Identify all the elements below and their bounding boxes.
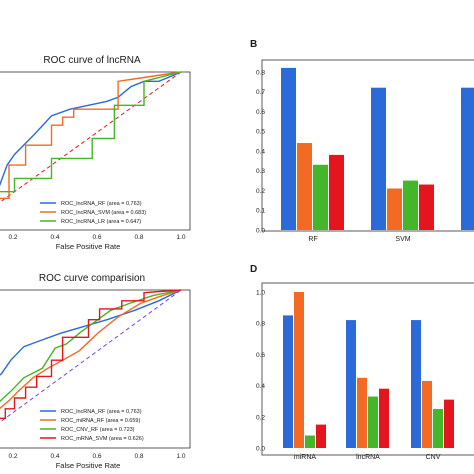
panel-b-label: B	[250, 39, 257, 50]
bar-1-0	[346, 320, 356, 448]
y-tick-label: 0.2	[256, 188, 265, 195]
panel-d-frame	[261, 282, 474, 456]
panel-a-legend-label-rf: ROC_lncRNA_RF (area = 0.763)	[61, 201, 142, 207]
bar-0-1	[294, 292, 304, 448]
panel-d-y-ticks: 0.0 0.2 0.4 0.6 0.8 1.0	[256, 290, 265, 453]
y-tick-label: 0.5	[256, 129, 265, 136]
y-tick-label: 0.2	[256, 414, 265, 421]
panel-d-x-categories: miRNA lncRNA CNV	[294, 454, 441, 461]
bar-2-2	[433, 409, 443, 448]
x-category-label: SVM	[395, 236, 410, 243]
panel-a-xtick: 1.0	[176, 234, 185, 241]
panel-c-x-ticks: 0.2 0.4 0.6 0.8 1.0	[8, 453, 185, 460]
panel-b-plot-area	[281, 67, 474, 230]
bar-1-1	[357, 377, 367, 448]
roc-series-line-3	[0, 289, 182, 419]
x-category-label: RF	[308, 236, 317, 243]
panel-c-xtick: 0.4	[50, 453, 59, 460]
panel-b-x-categories: RF SVM	[308, 236, 410, 243]
panel-c-xtick: 0.6	[92, 453, 101, 460]
bar-2-3	[444, 399, 454, 448]
panel-a-plot-area	[0, 71, 182, 203]
panel-c-legend-label-cnv-rf: ROC_CNV_RF (area = 0.723)	[61, 427, 135, 433]
panel-c-legend-label-mrna-svm: ROC_mRNA_SVM (area = 0.626)	[61, 436, 144, 442]
roc-series-line-0	[0, 71, 182, 187]
panel-c-legend: ROC_lncRNA_RF (area = 0.763) ROC_miRNA_R…	[40, 409, 144, 442]
panel-c-legend-label-lncrna-rf: ROC_lncRNA_RF (area = 0.763)	[61, 409, 142, 415]
bar-1-3	[379, 388, 389, 448]
y-tick-label: 0.6	[256, 109, 265, 116]
panel-c-frame	[0, 289, 191, 449]
panel-b-bar: B 0.0 0.1 0.2 0.3 0.4 0.5 0.6 0.7 0.8 RF SVM	[250, 39, 474, 243]
bar-1-1	[387, 188, 402, 230]
panel-c-title: ROC curve comparision	[39, 273, 145, 284]
bar-0-2	[305, 435, 315, 448]
panel-a-roc-lncrna: ROC curve of lncRNA 0.2 0.4 0.6 0.8 1.0 …	[0, 55, 191, 251]
bar-0-2	[313, 164, 328, 230]
y-tick-label: 0.0	[256, 446, 265, 453]
panel-a-xtick: 0.4	[50, 234, 59, 241]
roc-series-line-0	[0, 289, 182, 376]
panel-a-x-ticks: 0.2 0.4 0.6 0.8 1.0	[8, 234, 185, 241]
bar-0-0	[283, 315, 293, 448]
chance-diagonal-line	[0, 289, 182, 423]
bar-2-1	[422, 380, 432, 448]
roc-series-line-1	[0, 289, 182, 410]
panel-c-roc-comparison: ROC curve comparision 0.2 0.4 0.6 0.8 1.…	[0, 273, 191, 470]
roc-series-line-1	[0, 71, 182, 200]
panel-d-label: D	[250, 264, 257, 275]
panel-d-bar: D 0.0 0.2 0.4 0.6 0.8 1.0 miRNA lncRNA CNV	[250, 264, 474, 461]
panel-a-xtick: 0.8	[134, 234, 143, 241]
panel-a-title: ROC curve of lncRNA	[43, 55, 141, 66]
roc-series-line-2	[0, 289, 182, 403]
panel-a-x-label: False Positive Rate	[56, 242, 121, 251]
panel-a-xtick: 0.6	[92, 234, 101, 241]
x-category-label: miRNA	[294, 454, 316, 461]
bar-1-0	[371, 87, 386, 230]
y-tick-label: 0.8	[256, 69, 265, 76]
y-tick-label: 0.0	[256, 228, 265, 235]
bar-2-0	[411, 320, 421, 448]
panel-a-legend-label-svm: ROC_lncRNA_SVM (area = 0.683)	[61, 210, 146, 216]
panel-b-y-ticks: 0.0 0.1 0.2 0.3 0.4 0.5 0.6 0.7 0.8	[256, 69, 265, 234]
y-tick-label: 0.8	[256, 321, 265, 328]
y-tick-label: 0.4	[256, 383, 265, 390]
bar-1-2	[403, 180, 418, 230]
chance-diagonal-line	[0, 71, 182, 203]
bar-1-3	[419, 184, 434, 230]
panel-c-xtick: 1.0	[176, 453, 185, 460]
bar-0-1	[297, 143, 312, 230]
bar-1-2	[368, 396, 378, 448]
panel-c-plot-area	[0, 289, 182, 423]
panel-c-legend-label-mirna-rf: ROC_miRNA_RF (area = 0.659)	[61, 418, 140, 424]
y-tick-label: 1.0	[256, 290, 265, 297]
y-tick-label: 0.3	[256, 168, 265, 175]
x-category-label: CNV	[426, 454, 441, 461]
panel-a-legend: ROC_lncRNA_RF (area = 0.763) ROC_lncRNA_…	[40, 201, 146, 225]
panel-a-xtick: 0.2	[8, 234, 17, 241]
y-tick-label: 0.7	[256, 89, 265, 96]
panel-c-x-label: False Positive Rate	[56, 461, 121, 470]
roc-series-line-2	[0, 71, 182, 193]
bar-0-3	[329, 154, 344, 230]
y-tick-label: 0.6	[256, 352, 265, 359]
bar-0-0	[281, 67, 296, 230]
panel-a-legend-label-lr: ROC_lncRNA_LR (area = 0.647)	[61, 219, 141, 225]
bar-0-3	[316, 424, 326, 448]
bar-2-0	[461, 87, 474, 230]
panel-b-frame	[261, 59, 474, 232]
y-tick-label: 0.4	[256, 148, 265, 155]
panel-d-plot-area	[283, 292, 454, 448]
panel-a-frame	[0, 71, 191, 231]
panel-c-xtick: 0.2	[8, 453, 17, 460]
panel-c-xtick: 0.8	[134, 453, 143, 460]
x-category-label: lncRNA	[356, 454, 380, 461]
y-tick-label: 0.1	[256, 208, 265, 215]
